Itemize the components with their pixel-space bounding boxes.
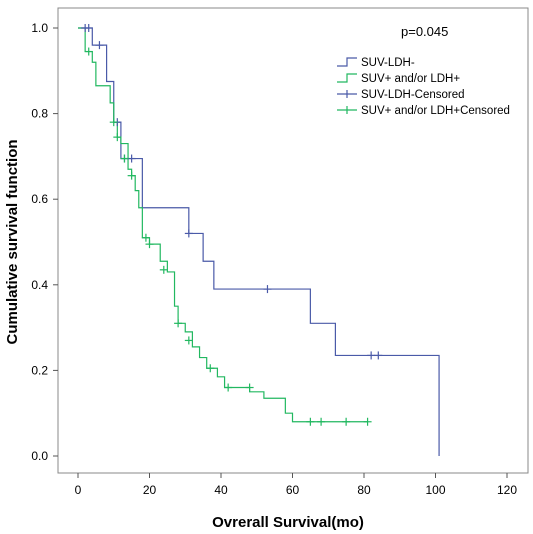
censor-mark <box>174 319 183 328</box>
legend-label: SUV-LDH-Censored <box>361 89 465 101</box>
censor-mark <box>127 171 136 180</box>
censor-mark <box>84 47 93 56</box>
censor-mark <box>141 233 150 242</box>
censor-mark <box>109 118 118 127</box>
censor-mark <box>120 154 129 163</box>
censor-mark <box>159 265 168 274</box>
censor-mark <box>245 383 254 392</box>
censor-mark <box>84 24 93 32</box>
legend-swatch <box>337 73 357 83</box>
x-tick-label: 60 <box>286 483 300 497</box>
legend-swatch <box>337 57 357 67</box>
legend-item: SUV+ and/or LDH+ <box>337 73 460 85</box>
legend-item: SUV+ and/or LDH+Censored <box>337 105 510 117</box>
censor-mark <box>184 336 193 345</box>
legend-item: SUV-LDH-Censored <box>337 89 465 101</box>
censor-mark <box>374 351 383 360</box>
y-tick-label: 0.0 <box>31 449 48 463</box>
legend-label: SUV+ and/or LDH+ <box>361 73 460 85</box>
x-tick-label: 80 <box>357 483 371 497</box>
y-tick-label: 1.0 <box>31 21 48 35</box>
censor-mark <box>127 154 136 163</box>
x-axis-title: Ovrerall Survival(mo) <box>212 514 364 531</box>
censor-mark <box>95 41 104 50</box>
series-line-suv-ldh-positive <box>78 27 368 423</box>
series-line-suv-ldh-negative <box>78 27 440 456</box>
y-tick-label: 0.8 <box>31 107 48 121</box>
legend-label: SUV-LDH- <box>361 57 415 69</box>
censor-mark <box>113 133 122 142</box>
x-tick-label: 40 <box>214 483 228 497</box>
censor-mark <box>317 417 326 426</box>
y-tick-label: 0.6 <box>31 192 48 206</box>
x-tick-label: 20 <box>143 483 157 497</box>
censor-mark <box>145 240 154 249</box>
y-tick-label: 0.2 <box>31 363 48 377</box>
censor-marks <box>81 24 383 426</box>
x-tick-label: 120 <box>497 483 517 497</box>
x-axis: 0 20 40 60 80 100 120 <box>75 473 517 497</box>
survival-curves <box>78 27 440 456</box>
x-tick-label: 100 <box>425 483 445 497</box>
p-value-annotation: p=0.045 <box>401 24 448 39</box>
legend-label: SUV+ and/or LDH+Censored <box>361 105 510 117</box>
censor-mark <box>206 364 215 373</box>
legend-item: SUV-LDH- <box>337 57 415 69</box>
censor-mark <box>306 417 315 426</box>
censor-mark <box>263 285 272 294</box>
censor-mark <box>224 383 233 392</box>
censor-mark <box>184 229 193 238</box>
y-axis: 0.0 0.2 0.4 0.6 0.8 1.0 <box>31 21 58 463</box>
y-tick-label: 0.4 <box>31 278 48 292</box>
y-axis-title: Cumulative survival function <box>4 139 21 344</box>
censor-mark <box>367 351 376 360</box>
censor-mark <box>342 417 351 426</box>
legend: SUV-LDH- SUV+ and/or LDH+ SUV-LDH-Censored… <box>337 57 510 117</box>
x-tick-label: 0 <box>75 483 82 497</box>
censor-mark <box>363 417 372 426</box>
